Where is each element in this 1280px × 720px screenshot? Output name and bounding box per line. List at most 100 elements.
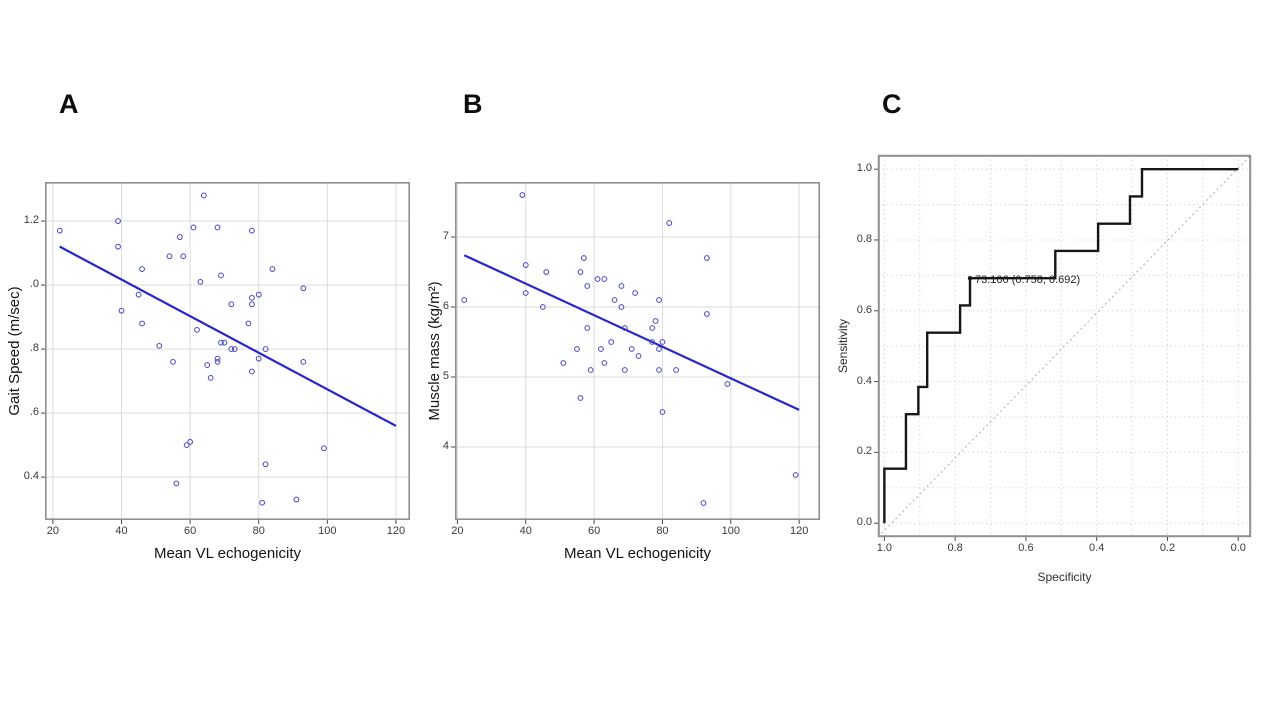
x-tick-label: 0.2: [1159, 542, 1176, 554]
y-tick-label: 0.0: [856, 516, 872, 529]
y-tick-label: 0.8: [856, 232, 872, 245]
data-point: [176, 234, 183, 240]
data-point: [269, 266, 276, 272]
data-point: [628, 346, 635, 352]
data-point: [300, 285, 307, 292]
x-tick-label: 0.0: [1230, 542, 1246, 554]
chart-svg-C: [874, 154, 1252, 541]
x-tick-label: 1.0: [876, 542, 893, 554]
data-point: [190, 224, 197, 231]
data-point: [543, 269, 550, 275]
data-point: [656, 367, 662, 373]
data-point: [611, 297, 618, 303]
data-point: [115, 218, 121, 224]
y-tick-label: 1.0: [856, 162, 872, 175]
regression-line: [59, 245, 397, 427]
panel-b-label: B: [463, 89, 483, 119]
tick-marks: [41, 220, 397, 524]
data-point: [248, 368, 255, 375]
panel-c-x-axis-title: Specificity: [1037, 570, 1092, 584]
gridlines: [45, 182, 410, 520]
data-point: [228, 301, 235, 308]
data-point: [635, 353, 642, 359]
data-point: [724, 381, 731, 387]
data-point: [228, 346, 235, 352]
panel-a-x-axis-title: Mean VL echogenicity: [153, 545, 302, 562]
data-point: [194, 326, 200, 333]
data-point: [587, 367, 594, 373]
data-point: [115, 243, 121, 250]
y-tick-label: 1.2: [23, 214, 39, 227]
data-point: [200, 192, 207, 199]
data-point: [262, 346, 269, 352]
y-tick-label: 0.2: [856, 445, 872, 458]
data-point: [300, 358, 307, 365]
tick-marks: [874, 168, 1239, 541]
data-point: [320, 445, 327, 452]
data-point: [461, 297, 468, 303]
data-point: [207, 374, 214, 381]
data-point: [539, 304, 546, 310]
data-point: [703, 255, 710, 261]
data-point: [118, 307, 125, 314]
data-point: [792, 472, 799, 478]
plot-frame: [455, 182, 820, 520]
data-point: [673, 367, 680, 373]
data-point: [197, 278, 204, 285]
data-point: [666, 220, 673, 226]
data-point: [248, 294, 255, 301]
y-tick-label: .0: [29, 278, 39, 291]
cutoff-marker: [967, 276, 973, 281]
chart-svg-A: [41, 182, 410, 524]
data-point: [577, 269, 584, 275]
data-point: [649, 325, 656, 331]
x-tick-label: 100: [318, 525, 337, 537]
data-point: [584, 283, 591, 289]
data-point: [170, 358, 176, 365]
data-point: [621, 325, 628, 331]
data-point: [166, 253, 173, 260]
panel-b-x-axis-title: Mean VL echogenicity: [563, 545, 712, 562]
x-tick-label: 80: [656, 525, 669, 537]
x-tick-label: 20: [46, 525, 60, 537]
panel-b-plot-area: 20 40 60 80 100 120 7 6 5 4: [443, 182, 820, 537]
plot-frame: [45, 182, 410, 520]
data-point: [135, 291, 142, 298]
data-point: [248, 227, 255, 234]
data-point: [214, 358, 221, 365]
x-tick-label: 0.4: [1089, 542, 1105, 554]
data-point: [259, 499, 266, 506]
x-tick-label: 40: [519, 525, 532, 537]
x-tick-label: 40: [115, 525, 128, 537]
x-tick-label: 60: [587, 525, 601, 537]
x-tick-label: 0.8: [947, 542, 963, 554]
data-point: [618, 283, 625, 289]
data-point: [218, 339, 224, 346]
y-tick-label: 6: [442, 300, 449, 312]
data-point: [519, 192, 526, 198]
data-point: [522, 262, 529, 268]
data-point: [652, 318, 659, 324]
data-point: [183, 442, 190, 449]
plot-frame: [877, 154, 1252, 538]
data-point: [632, 290, 639, 296]
data-point: [187, 439, 194, 445]
y-tick-label: .6: [29, 406, 39, 419]
panel-a-label: A: [59, 89, 79, 119]
panel-c-plot-area: 1.0 0.8 0.6 0.4 0.2 0.0 0.0 0.2 0.4 0.6 0.8 1.0: [857, 154, 1252, 554]
data-point: [221, 339, 228, 346]
y-tick-label: .8: [29, 342, 39, 355]
data-point: [293, 496, 300, 503]
scatter-points: [461, 192, 799, 506]
x-tick-label: 60: [183, 525, 197, 537]
data-point: [522, 290, 529, 296]
data-point: [574, 346, 580, 352]
data-point: [173, 480, 180, 487]
data-point: [577, 395, 584, 401]
data-point: [56, 227, 63, 234]
data-point: [618, 304, 625, 310]
panel-a-plot-area: 20 40 60 80 100 120 1.2 .0 .8 .6 0.4: [24, 182, 410, 537]
data-point: [656, 346, 662, 352]
data-point: [255, 291, 262, 298]
